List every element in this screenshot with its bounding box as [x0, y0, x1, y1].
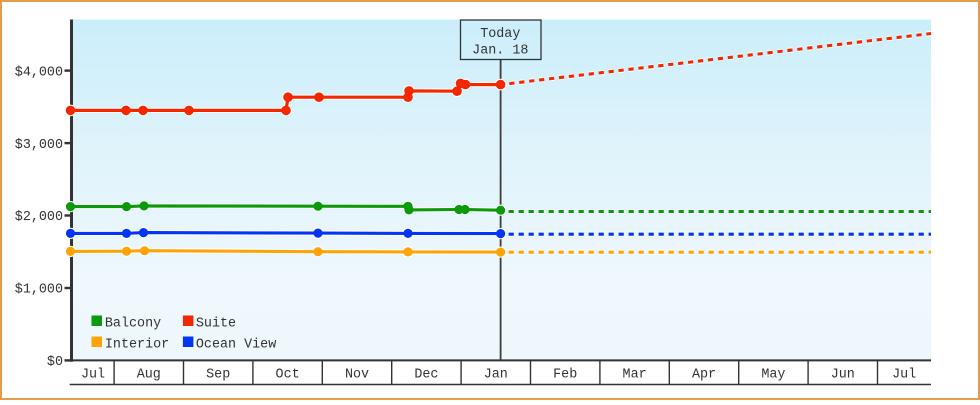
- svg-text:Jul: Jul: [892, 368, 916, 383]
- svg-text:$2,000: $2,000: [15, 210, 63, 225]
- svg-text:Mar: Mar: [623, 368, 647, 383]
- svg-text:Balcony: Balcony: [105, 316, 161, 331]
- svg-text:Suite: Suite: [196, 316, 236, 331]
- svg-text:Oct: Oct: [276, 368, 300, 383]
- svg-text:Sep: Sep: [206, 368, 230, 383]
- svg-text:$0: $0: [47, 355, 63, 370]
- svg-text:$3,000: $3,000: [15, 138, 63, 153]
- svg-text:Jul: Jul: [81, 368, 105, 383]
- svg-text:Jan: Jan: [484, 368, 508, 383]
- svg-text:Interior: Interior: [105, 337, 169, 352]
- svg-text:Apr: Apr: [692, 368, 716, 383]
- svg-text:$4,000: $4,000: [15, 65, 63, 80]
- svg-text:Nov: Nov: [345, 368, 369, 383]
- svg-text:Today: Today: [480, 27, 520, 42]
- svg-text:Feb: Feb: [553, 368, 577, 383]
- svg-text:Dec: Dec: [414, 368, 438, 383]
- svg-text:$1,000: $1,000: [15, 283, 63, 298]
- svg-text:Aug: Aug: [137, 368, 161, 383]
- svg-text:May: May: [761, 368, 785, 383]
- svg-text:Ocean View: Ocean View: [196, 337, 276, 352]
- svg-text:Jun: Jun: [831, 368, 855, 383]
- svg-text:Jan. 18: Jan. 18: [472, 44, 528, 59]
